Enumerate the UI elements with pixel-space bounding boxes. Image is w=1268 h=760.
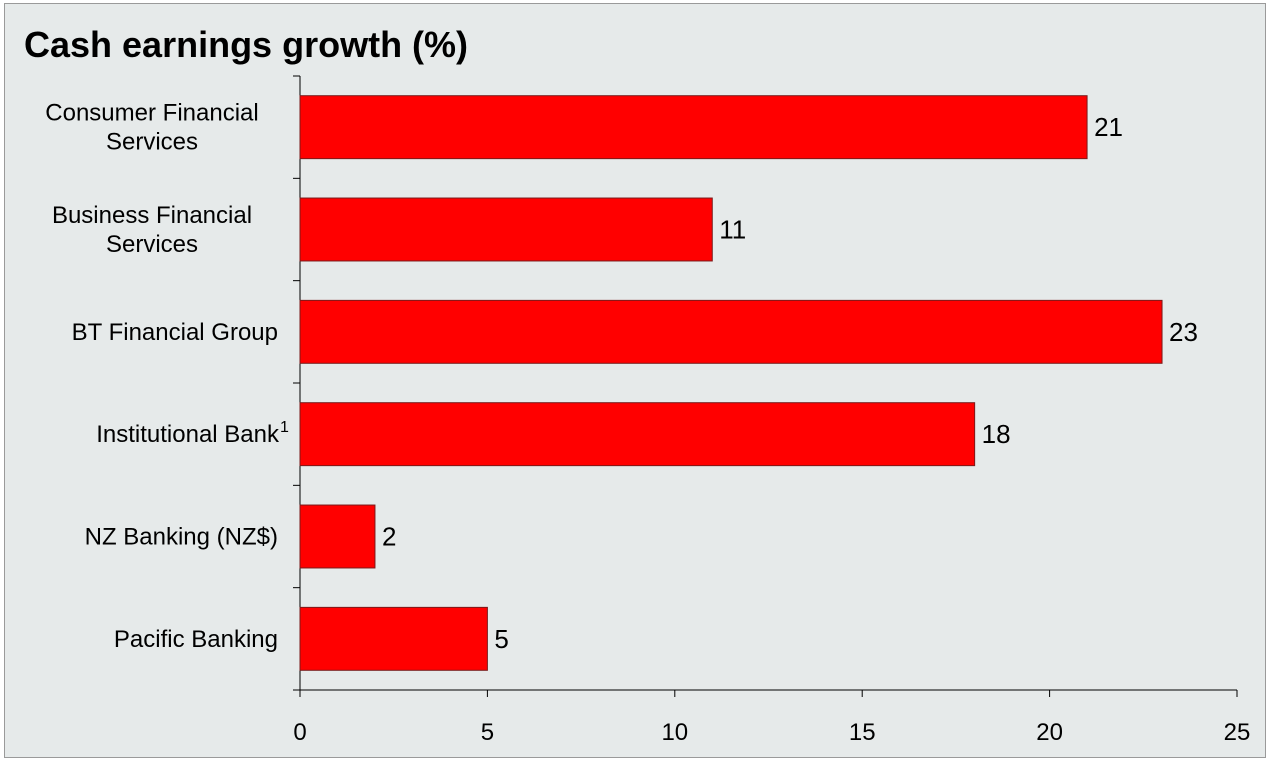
x-tick-label: 15 bbox=[849, 719, 876, 746]
category-label: Pacific Banking bbox=[114, 626, 278, 653]
x-tick-label: 10 bbox=[661, 719, 688, 746]
footnote-marker: 1 bbox=[280, 419, 289, 436]
bar bbox=[299, 504, 376, 569]
bar bbox=[299, 95, 1088, 160]
category-label: NZ Banking (NZ$) bbox=[85, 524, 278, 551]
bar bbox=[299, 606, 488, 671]
data-label: 11 bbox=[719, 215, 746, 245]
category-label: Consumer Financial Services bbox=[45, 100, 258, 156]
data-label: 2 bbox=[382, 522, 396, 552]
x-tick-label: 20 bbox=[1036, 719, 1063, 746]
x-tick-label: 0 bbox=[293, 719, 306, 746]
category-label: BT Financial Group bbox=[72, 319, 278, 346]
data-label: 21 bbox=[1094, 112, 1123, 142]
data-label: 18 bbox=[982, 419, 1011, 449]
category-label: Institutional Bank bbox=[96, 421, 280, 448]
x-tick-label: 25 bbox=[1224, 719, 1251, 746]
category-label: Business Financial Services bbox=[52, 202, 252, 258]
chart-title: Cash earnings growth (%) bbox=[24, 24, 469, 65]
data-label: 5 bbox=[494, 624, 508, 654]
data-label: 23 bbox=[1169, 317, 1198, 347]
bar bbox=[299, 402, 976, 467]
bar bbox=[299, 197, 713, 262]
bar bbox=[299, 299, 1163, 364]
x-tick-label: 5 bbox=[481, 719, 494, 746]
